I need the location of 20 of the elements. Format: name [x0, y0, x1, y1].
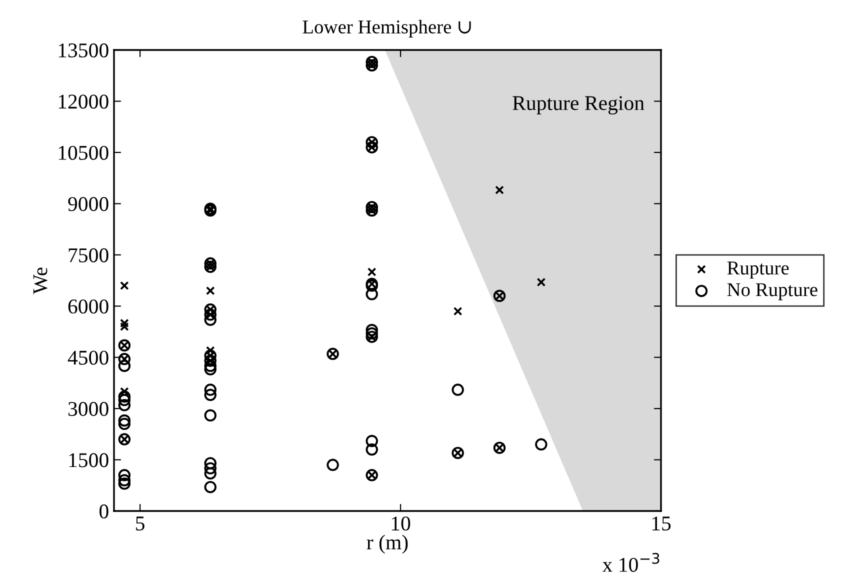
- y-tick-label: 6000: [68, 299, 108, 314]
- y-tick-label: 1500: [69, 453, 108, 468]
- legend-label: No Rupture: [727, 283, 818, 300]
- text: x 10$^{−3}$: [602, 552, 660, 572]
- y-axis-title: We: [33, 268, 48, 294]
- y-tick-label: 3000: [68, 402, 108, 416]
- x-tick-label: 5: [136, 516, 144, 531]
- y-tick-label: 7500: [68, 248, 108, 262]
- chart-title: Lower Hemisphere ∪: [302, 20, 471, 38]
- annotation: Rupture Region: [512, 96, 644, 114]
- legend-label: Rupture: [727, 262, 789, 279]
- y-tick-label: 10500: [58, 146, 108, 160]
- y-tick-label: 12000: [58, 94, 108, 109]
- x-axis-title: r (m): [366, 534, 408, 554]
- y-tick-label: 9000: [68, 197, 108, 212]
- y-tick-label: 0: [100, 504, 108, 518]
- y-tick-label: 13500: [58, 43, 108, 58]
- x-tick-label: 10: [392, 516, 410, 531]
- x-tick-label: 15: [652, 516, 671, 531]
- y-tick-label: 4500: [68, 350, 108, 365]
